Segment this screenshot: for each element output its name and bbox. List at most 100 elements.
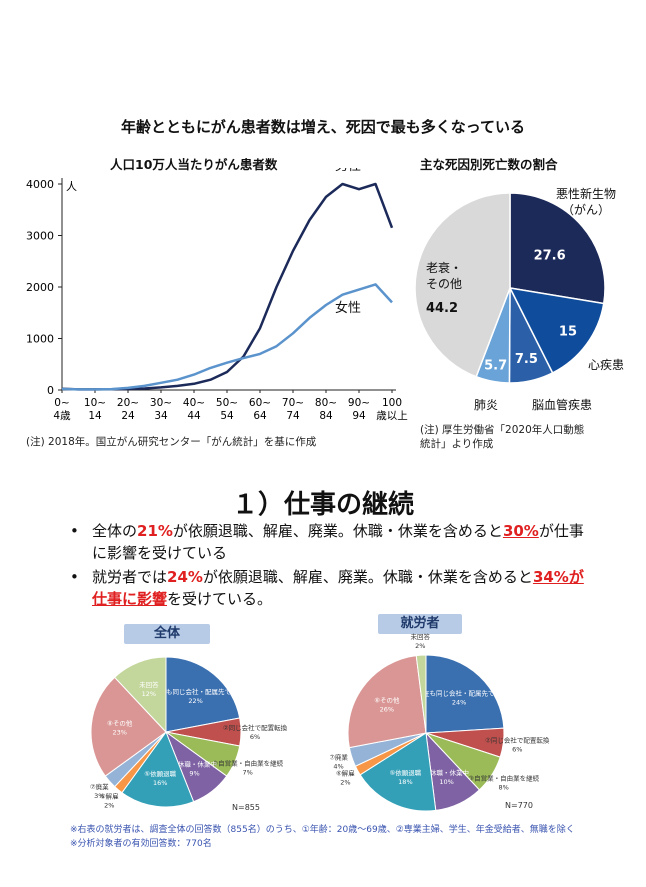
- n-workers: N=770: [505, 801, 533, 810]
- survey-slice-label: ①現在も同じ会社・配属先で勤務: [411, 689, 508, 698]
- label-other: 老衰・ その他: [426, 261, 463, 291]
- death-cause-pie: 27.6 15 7.5 5.7 44.2: [414, 192, 606, 384]
- y-unit-label: 人: [66, 180, 77, 193]
- pie-chart-title: 主な死因別死亡数の割合: [420, 157, 558, 172]
- pie-slice: [414, 192, 511, 378]
- x-tick-label: 80~: [315, 397, 337, 409]
- survey-slice-value: 6%: [512, 746, 522, 754]
- bullet-1-pre: 全体の: [92, 522, 138, 540]
- bullet-1: • 全体の21%が依願退職、解雇、廃業。休職・休業を含めると30%が仕事に影響を…: [70, 522, 584, 562]
- survey-slice-label: 未回答: [410, 632, 430, 641]
- x-tick-label: 歳以上: [376, 410, 408, 422]
- line-chart: 0 1000 2000 3000 4000 0~4歳 10~14 20~24 30~34 40~4…: [26, 168, 408, 422]
- x-tick-label: 70~: [282, 397, 304, 409]
- series-label-female: 女性: [335, 300, 361, 316]
- survey-slice: [165, 656, 241, 733]
- x-tick-label: 60~: [249, 397, 271, 409]
- bullet-2: • 就労者では24%が依願退職、解雇、廃業。休職・休業を含めると34%が仕事に影…: [70, 568, 584, 608]
- x-tick-label: 30~: [150, 397, 172, 409]
- survey-slice: [90, 676, 167, 777]
- survey-slice-value: 10%: [439, 778, 453, 786]
- survey-slice-label: ⑥解雇: [336, 768, 355, 777]
- footnote-2: ※分析対象者の有効回答数：770名: [70, 839, 212, 849]
- footnote-1: ※右表の就労者は、調査全体の回答数（855名）のうち、①年齢：20歳～69歳、②…: [70, 825, 575, 835]
- survey-slice-value: 8%: [499, 783, 509, 791]
- survey-slice-value: 2%: [415, 642, 425, 650]
- survey-slice-value: 2%: [104, 802, 114, 810]
- survey-slice-label: ⑦廃業: [90, 782, 109, 791]
- x-tick-label: 0~: [54, 397, 69, 409]
- survey-slice-label: ⑤依願退職: [389, 768, 421, 777]
- survey-slice-label: ④休職・休業中: [172, 760, 217, 769]
- survey-slice-value: 24%: [452, 699, 466, 707]
- pie-chart-note: (注) 厚生労働省「2020年人口動態 統計」より作成: [420, 424, 585, 450]
- pie-value-label: 7.5: [515, 352, 538, 367]
- x-tick-label: 20~: [117, 397, 139, 409]
- x-tick-label: 64: [253, 410, 267, 422]
- y-tick-label: 3000: [26, 230, 54, 243]
- survey-slice-label: ⑥解雇: [100, 792, 119, 801]
- tag-workers: 就労者: [378, 614, 462, 634]
- y-tick-label: 1000: [26, 333, 54, 346]
- y-tick-label: 0: [47, 384, 54, 397]
- survey-slice-value: 23%: [112, 729, 126, 737]
- label-pneumonia: 肺炎: [474, 398, 499, 412]
- survey-slice-value: 12%: [142, 690, 156, 698]
- x-tick-label: 94: [352, 410, 366, 422]
- survey-slice-label: ⑧その他: [107, 719, 133, 728]
- headline: 年齢とともにがん患者数は増え、死因で最も多くなっている: [121, 118, 525, 136]
- x-tick-label: 34: [154, 410, 168, 422]
- survey-slice-value: 18%: [398, 778, 412, 786]
- x-tick-label: 10~: [84, 397, 106, 409]
- survey-slice: [121, 730, 195, 808]
- survey-slice: [425, 654, 505, 734]
- bullet-list: • 全体の21%が依願退職、解雇、廃業。休職・休業を含めると30%が仕事に影響を…: [70, 520, 590, 612]
- bullet-1-pct2: 30%: [502, 522, 539, 540]
- bullet-2-pct2: 34%が仕事に影響: [92, 568, 584, 608]
- tag-all: 全体: [124, 624, 210, 644]
- survey-slice-label: 未回答: [139, 680, 159, 689]
- pie-slice: [508, 287, 605, 374]
- survey-slice-label: ①現在も同じ会社・配属先で勤務: [147, 687, 244, 696]
- label-cancer: 悪性新生物 （がん）: [556, 187, 617, 217]
- bullet-1-mid: が依願退職、解雇、廃業。休職・休業を含めると: [172, 522, 503, 540]
- n-all: N=855: [232, 803, 260, 812]
- x-tick-label: 14: [88, 410, 102, 422]
- x-tick-label: 74: [286, 410, 300, 422]
- pie-value-label: 15: [559, 325, 577, 340]
- survey-slice: [113, 656, 167, 734]
- label-stroke: 脳血管疾患: [532, 398, 593, 412]
- pie-value-label: 27.6: [534, 248, 566, 263]
- line-chart-note: (注) 2018年。国立がん研究センター「がん統計」を基に作成: [26, 436, 317, 448]
- survey-slice-value: 22%: [188, 697, 202, 705]
- survey-slice-label: ②同じ会社で配置転換: [485, 736, 550, 745]
- bullet-2-pct1: 24%: [167, 568, 203, 586]
- series-label-male: 男性: [335, 168, 361, 174]
- pie-slice: [509, 192, 606, 305]
- survey-slice-label: ②同じ会社で配置転換: [223, 723, 288, 732]
- survey-slice: [347, 655, 427, 749]
- survey-slice-value: 6%: [250, 733, 260, 741]
- pie-value-label: 44.2: [426, 301, 458, 316]
- section-title: １）仕事の継続: [231, 490, 414, 520]
- survey-slice-value: 3%: [94, 792, 104, 800]
- bullet-2-post: を受けている。: [167, 590, 273, 608]
- survey-slice-label: ③自営業・自由業を継続: [468, 773, 539, 782]
- pie-value-label: 5.7: [484, 359, 507, 374]
- line-chart-title: 人口10万人当たりがん患者数: [110, 157, 278, 172]
- y-tick-label: 2000: [26, 281, 54, 294]
- x-tick-label: 44: [187, 410, 201, 422]
- x-tick-label: 4歳: [53, 410, 71, 422]
- survey-slice-value: 2%: [340, 778, 350, 786]
- y-tick-label: 4000: [26, 178, 54, 191]
- survey-slice: [359, 732, 437, 812]
- bullet-2-pre: 就労者では: [92, 568, 168, 586]
- x-tick-label: 50~: [216, 397, 238, 409]
- survey-slice-value: 7%: [243, 768, 253, 776]
- bullet-1-post: が仕事に影響を受けている: [92, 522, 584, 562]
- survey-slice-value: 9%: [189, 770, 199, 778]
- bullet-2-mid: が依願退職、解雇、廃業。休職・休業を含めると: [202, 568, 533, 586]
- survey-slice-label: ④休職・休業中: [424, 768, 469, 777]
